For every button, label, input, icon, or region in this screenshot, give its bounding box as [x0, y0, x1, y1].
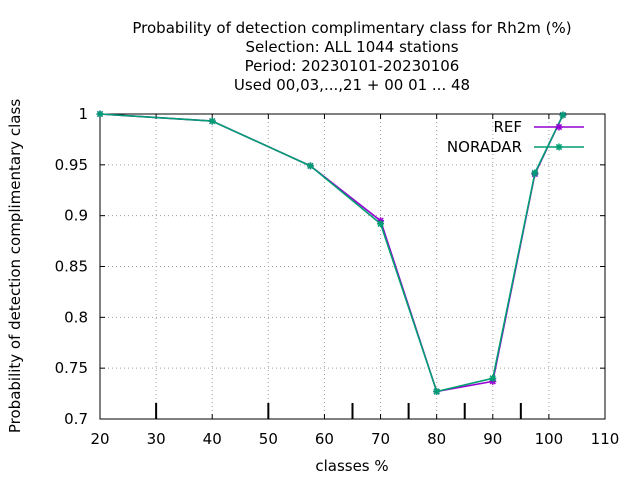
- minor-ticks: [155, 403, 522, 419]
- series-group: [96, 110, 567, 396]
- y-tick-label: 1: [78, 105, 88, 123]
- point-marker-d2: [433, 388, 440, 395]
- legend-item-ref: REF: [493, 118, 584, 136]
- x-tick-label: 60: [315, 430, 334, 448]
- y-tick-label: 0.85: [55, 258, 88, 276]
- point-marker-d2: [209, 117, 216, 125]
- x-tick-label: 30: [147, 430, 166, 448]
- title-line-2: Selection: ALL 1044 stations: [245, 38, 458, 56]
- legend-marker-d2: [555, 143, 563, 151]
- data-point: [489, 374, 497, 382]
- y-axis-title: Probability of detection complimentary c…: [6, 99, 24, 433]
- grid-lines: [100, 114, 605, 419]
- legend-label: NORADAR: [447, 138, 522, 156]
- point-marker-d2: [559, 111, 567, 119]
- title-line-1: Probability of detection complimentary c…: [132, 19, 571, 37]
- x-tick-label: 110: [591, 430, 620, 448]
- chart-title: Probability of detection complimentary c…: [132, 19, 571, 94]
- legend-item-noradar: NORADAR: [447, 138, 584, 156]
- point-marker-d2: [96, 110, 104, 118]
- series-line: [99, 113, 564, 393]
- data-point: [377, 220, 385, 228]
- x-axis-title: classes %: [315, 457, 388, 475]
- x-tick-label: 20: [90, 430, 109, 448]
- y-axis: 0.7 0.75 0.8 0.85 0.9 0.95 1: [55, 105, 605, 428]
- data-point: [433, 388, 441, 396]
- point-marker-d2: [489, 375, 496, 382]
- legend-label: REF: [493, 118, 522, 136]
- data-point: [306, 162, 314, 170]
- legend-marker-d2: [555, 123, 563, 131]
- point-marker-d2: [531, 169, 539, 177]
- legend: REF NORADAR: [447, 118, 584, 156]
- x-tick-label: 40: [203, 430, 222, 448]
- series-noradar: [96, 110, 567, 396]
- legend-marker: [555, 123, 563, 131]
- point-marker-d2: [307, 162, 314, 170]
- data-point: [531, 169, 539, 177]
- point-marker-d2: [377, 220, 384, 227]
- y-tick-label: 0.7: [64, 410, 88, 428]
- y-tick-label: 0.8: [64, 308, 88, 326]
- legend-marker: [555, 143, 563, 151]
- x-axis: 20 30 40 50 60 70 80 90 100 110: [90, 114, 619, 448]
- y-tick-label: 0.75: [55, 359, 88, 377]
- x-tick-label: 80: [427, 430, 446, 448]
- x-tick-label: 90: [483, 430, 502, 448]
- title-line-3: Period: 20230101-20230106: [245, 57, 460, 75]
- title-line-4: Used 00,03,...,21 + 00 01 ... 48: [234, 76, 470, 94]
- x-tick-label: 50: [259, 430, 278, 448]
- y-tick-label: 0.9: [64, 207, 88, 225]
- data-point: [559, 111, 567, 119]
- x-tick-label: 100: [535, 430, 564, 448]
- y-tick-label: 0.95: [55, 156, 88, 174]
- data-point: [208, 117, 216, 125]
- x-tick-label: 70: [371, 430, 390, 448]
- data-point: [96, 110, 104, 118]
